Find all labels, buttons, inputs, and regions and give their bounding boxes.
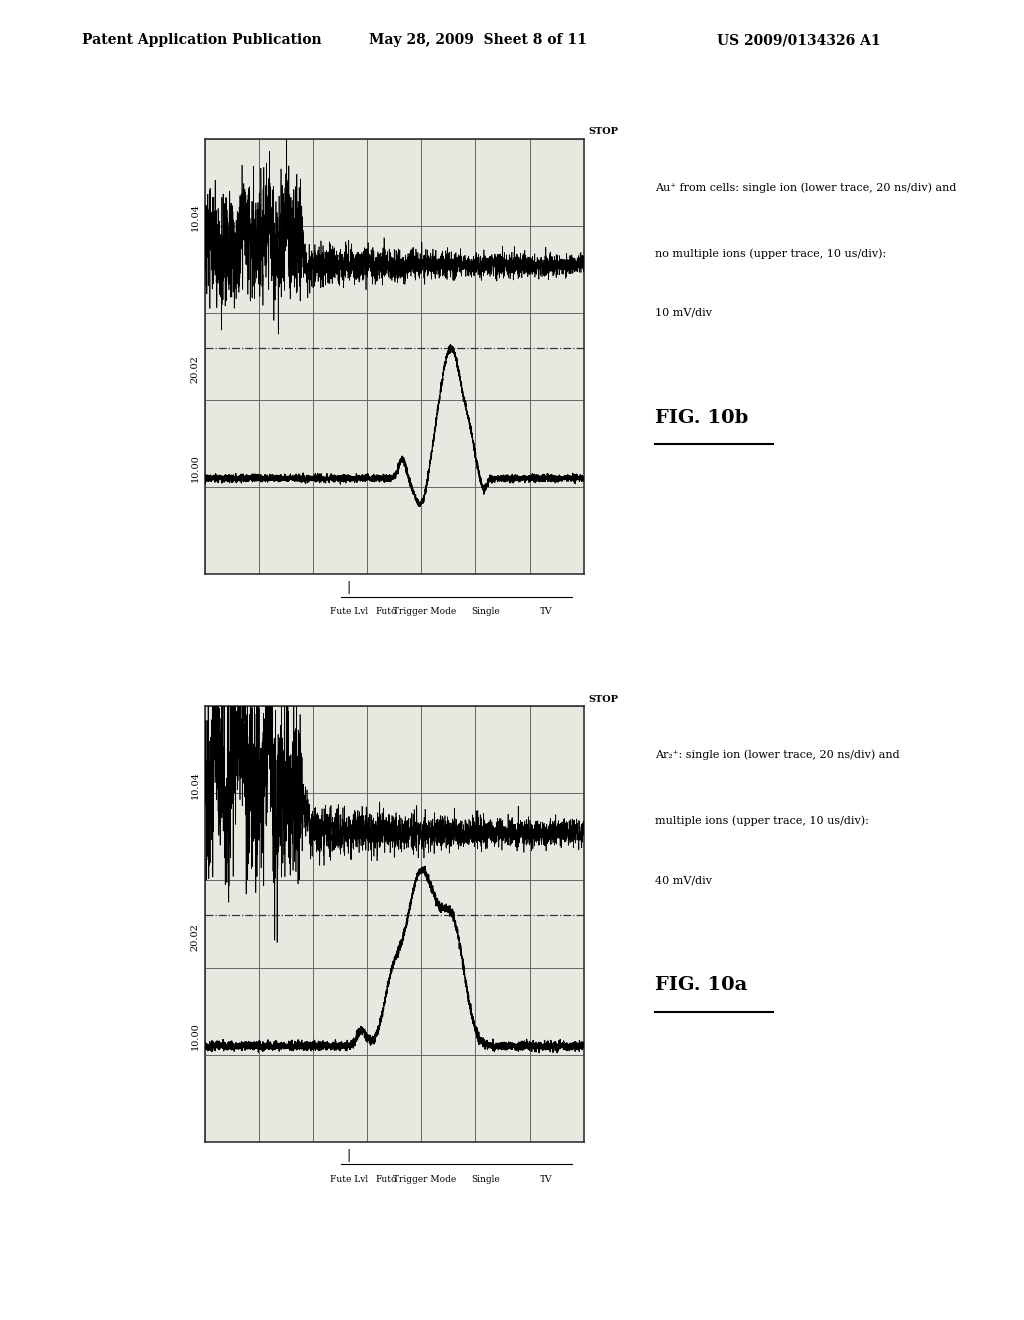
- Text: Patent Application Publication: Patent Application Publication: [82, 33, 322, 48]
- Text: |: |: [347, 581, 351, 594]
- Text: no multiple ions (upper trace, 10 us/div):: no multiple ions (upper trace, 10 us/div…: [655, 248, 887, 259]
- Text: 40 mV/div: 40 mV/div: [655, 875, 713, 886]
- Text: Futo: Futo: [376, 607, 397, 616]
- Text: Trigger Mode: Trigger Mode: [393, 607, 456, 616]
- Text: 10.04: 10.04: [190, 203, 200, 231]
- Text: Single: Single: [471, 607, 500, 616]
- Text: Fute Lvl: Fute Lvl: [330, 1175, 368, 1184]
- Text: TV: TV: [540, 607, 552, 616]
- Text: May 28, 2009  Sheet 8 of 11: May 28, 2009 Sheet 8 of 11: [369, 33, 587, 48]
- Text: multiple ions (upper trace, 10 us/div):: multiple ions (upper trace, 10 us/div):: [655, 816, 869, 826]
- Text: 10 mV/div: 10 mV/div: [655, 308, 713, 318]
- Text: Futo: Futo: [376, 1175, 397, 1184]
- Text: STOP: STOP: [589, 694, 618, 704]
- Text: 10.00: 10.00: [190, 454, 200, 483]
- Text: Single: Single: [471, 1175, 500, 1184]
- Text: Ar₂⁺: single ion (lower trace, 20 ns/div) and: Ar₂⁺: single ion (lower trace, 20 ns/div…: [655, 750, 900, 760]
- Text: 10.04: 10.04: [190, 771, 200, 799]
- Text: 20.02: 20.02: [190, 923, 200, 950]
- Text: US 2009/0134326 A1: US 2009/0134326 A1: [717, 33, 881, 48]
- Text: Au⁺ from cells: single ion (lower trace, 20 ns/div) and: Au⁺ from cells: single ion (lower trace,…: [655, 182, 956, 193]
- Text: 10.00: 10.00: [190, 1022, 200, 1051]
- Text: TV: TV: [540, 1175, 552, 1184]
- Text: STOP: STOP: [589, 127, 618, 136]
- Text: |: |: [347, 1148, 351, 1162]
- Text: FIG. 10a: FIG. 10a: [655, 977, 748, 994]
- Text: Fute Lvl: Fute Lvl: [330, 607, 368, 616]
- Text: FIG. 10b: FIG. 10b: [655, 409, 749, 426]
- Text: Trigger Mode: Trigger Mode: [393, 1175, 456, 1184]
- Text: 20.02: 20.02: [190, 355, 200, 383]
